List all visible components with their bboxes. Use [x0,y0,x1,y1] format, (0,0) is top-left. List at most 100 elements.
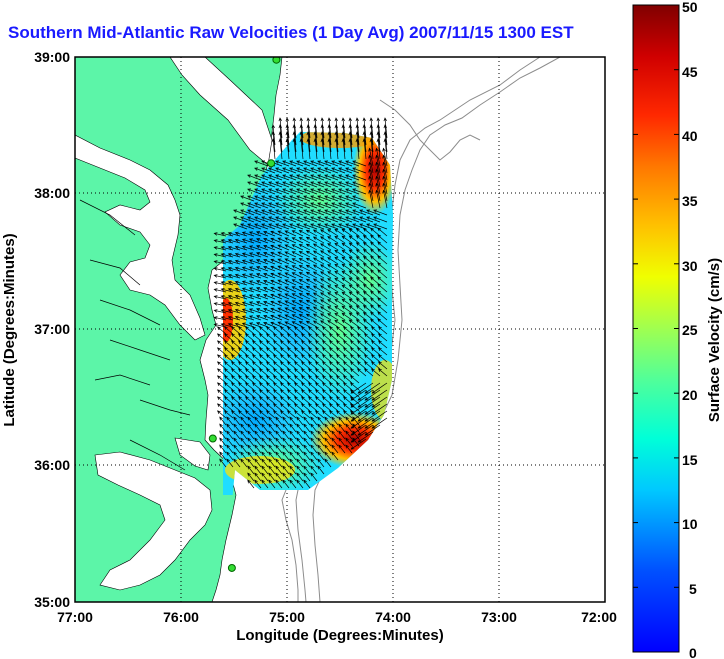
velocity-arrow [370,276,381,286]
velocity-arrow [349,389,360,398]
velocity-arrow [312,271,325,279]
velocity-arrow [293,354,304,363]
velocity-arrow [355,291,367,300]
velocity-arrow [359,216,374,223]
velocity-arrow [237,368,248,377]
velocity-arrow [341,235,353,244]
velocity-arrow [241,322,255,328]
velocity-arrow [310,167,325,174]
velocity-arrow [310,444,318,454]
velocity-arrow [321,410,332,419]
velocity-arrow [251,375,262,384]
velocity-arrow [219,444,227,454]
velocity-arrow [291,237,304,244]
velocity-arrow [279,354,290,363]
velocity-arrow [248,294,262,300]
radar-stations [208,57,281,572]
velocity-arrow [355,305,367,314]
velocity-arrow [216,382,227,391]
velocity-arrow [314,333,325,342]
velocity-arrow [275,216,290,223]
velocity-arrow [230,389,241,398]
velocity-arrow [328,368,339,377]
velocity-arrow [247,416,255,426]
velocity-arrow [263,301,276,307]
velocity-arrow [265,347,276,356]
velocity-arrow [284,293,297,300]
velocity-arrow [352,437,360,447]
velocity-arrow [213,232,227,237]
velocity-arrow [241,231,255,237]
velocity-arrow [275,458,283,468]
velocity-arrow [377,276,388,286]
velocity-arrow [282,202,297,209]
velocity-arrow [213,316,227,321]
velocity-arrow [307,361,318,370]
velocity-arrow [317,202,332,209]
velocity-arrow [307,389,318,398]
velocity-arrow [278,131,283,153]
velocity-arrow [341,298,353,307]
velocity-arrow [348,277,360,286]
velocity-arrow [305,271,318,279]
velocity-arrow [342,382,353,391]
velocity-arrow [226,437,234,447]
velocity-arrow [334,263,346,272]
velocity-arrow [227,301,241,307]
velocity-arrow [303,444,311,454]
velocity-arrow [241,266,255,272]
velocity-arrow [331,174,346,181]
velocity-arrow [320,257,332,265]
velocity-arrow [356,340,367,349]
velocity-arrow [327,250,339,258]
velocity-arrow [291,258,304,265]
velocity-arrow [289,181,304,188]
velocity-arrow [377,318,388,328]
velocity-arrow [310,423,318,433]
velocity-arrow [268,437,276,447]
velocity-arrow [317,437,325,447]
velocity-arrow [364,424,381,436]
velocity-arrow [227,266,241,272]
velocity-arrow [254,430,262,440]
velocity-arrow [241,308,255,314]
velocity-arrow [321,389,332,398]
velocity-arrow [335,410,346,419]
velocity-arrow [320,243,332,251]
velocity-arrow [362,138,367,160]
velocity-arrow [307,396,318,405]
velocity-arrow [303,195,318,202]
velocity-arrow [338,160,353,167]
velocity-arrow [272,382,283,391]
velocity-arrow [355,277,367,286]
velocity-arrow [247,451,255,461]
velocity-arrow [258,347,269,356]
velocity-arrow [348,270,360,279]
velocity-arrow [277,272,290,279]
velocity-arrow [220,281,234,286]
velocity-arrow [258,396,269,405]
velocity-arrow [247,444,255,454]
velocity-arrow [370,347,381,356]
velocity-arrow [342,396,353,405]
velocity-arrow [307,410,318,419]
velocity-arrow [241,245,255,251]
velocity-arrow [363,326,374,335]
velocity-arrow [230,410,241,419]
velocity-arrow [349,382,360,391]
velocity-arrow [227,245,241,251]
velocity-arrow [338,209,353,216]
velocity-arrow [248,266,262,272]
velocity-arrow [352,174,367,181]
velocity-arrow [247,465,255,475]
velocity-arrow [244,403,255,412]
velocity-arrow [223,396,234,405]
velocity-arrow [237,403,248,412]
station-marker [267,159,276,168]
velocity-arrow [328,333,339,342]
title-clip: Southern Mid-Atlantic Raw Velocities (1 … [0,0,632,50]
velocity-arrow [303,472,311,482]
velocity-arrow [277,230,290,237]
velocity-arrow [247,202,262,209]
velocity-arrow [317,223,332,230]
